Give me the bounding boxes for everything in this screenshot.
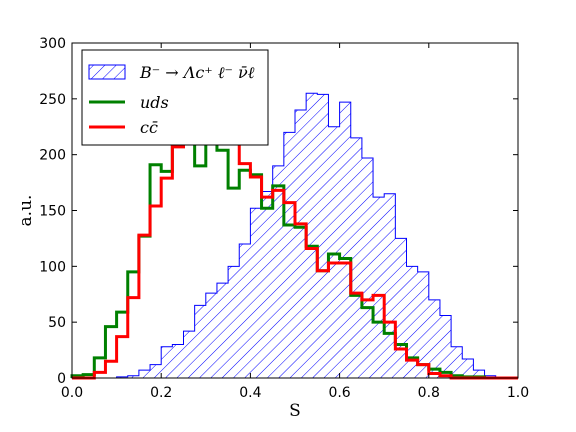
x-tick-label: 0.8 [418,385,440,401]
y-tick-label: 100 [39,259,66,275]
x-tick-label: 0.4 [239,385,261,401]
legend: B⁻ → Λc⁺ ℓ⁻ ν̄ℓ uds cc̄ [81,49,269,146]
axis-ticks: 0.0 0.2 0.4 0.6 0.8 1.0 0 50 100 150 200 250 300 [39,36,529,401]
plot-area [70,92,518,380]
legend-entry-signal: B⁻ → Λc⁺ ℓ⁻ ν̄ℓ [88,63,255,82]
x-axis-label: S [289,401,301,421]
y-tick-label: 300 [39,36,66,52]
legend-swatch-signal [88,64,126,80]
legend-label-signal: B⁻ → Λc⁺ ℓ⁻ ν̄ℓ [139,63,255,82]
legend-entry-ccbar: cc̄ [89,118,158,137]
y-tick-label: 0 [57,371,66,387]
series-signal-hatched-histogram [72,92,518,379]
y-tick-label: 250 [39,92,66,108]
x-tick-label: 0.0 [61,385,83,401]
x-tick-label: 0.2 [150,385,172,401]
y-axis-label: a.u. [16,195,36,227]
x-tick-label: 0.6 [328,385,350,401]
series-ccbar-step-line [72,124,518,380]
legend-label-ccbar: cc̄ [140,118,158,137]
x-tick-label: 1.0 [507,385,529,401]
legend-entry-uds: uds [89,93,169,112]
y-tick-label: 50 [48,315,66,331]
y-tick-label: 200 [39,148,66,164]
legend-label-uds: uds [140,93,169,112]
y-tick-label: 150 [39,204,66,220]
